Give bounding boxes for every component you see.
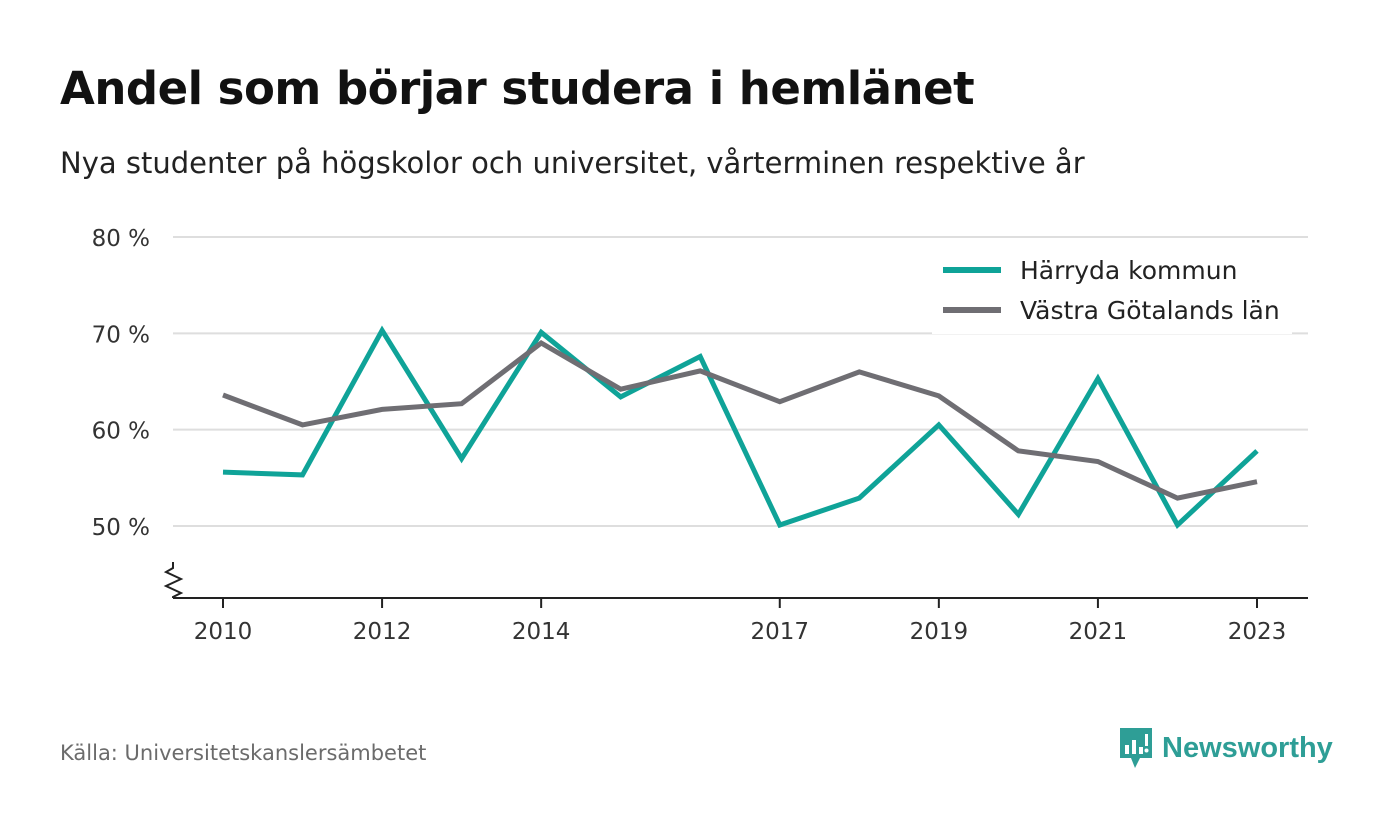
x-tick-label: 2012 bbox=[353, 619, 412, 645]
brand-name: Newsworthy bbox=[1162, 731, 1333, 764]
legend-box bbox=[932, 248, 1292, 334]
y-tick-label: 80 % bbox=[92, 226, 150, 252]
y-tick-label: 50 % bbox=[92, 515, 150, 541]
line-chart: 50 % 60 % 70 % 80 % 2010 2012 2014 2017 2019 2021… bbox=[92, 226, 1308, 645]
newsworthy-logo-icon bbox=[1120, 728, 1152, 768]
series-line bbox=[222, 325, 1259, 530]
series-line bbox=[222, 339, 1258, 501]
axis-break-icon bbox=[163, 562, 184, 598]
legend-label: Härryda kommun bbox=[1020, 256, 1237, 285]
x-tick-label: 2019 bbox=[910, 619, 969, 645]
legend-label: Västra Götalands län bbox=[1020, 296, 1280, 325]
y-tick-label: 60 % bbox=[92, 419, 150, 445]
chart-subtitle: Nya studenter på högskolor och universit… bbox=[60, 146, 1085, 180]
x-tick-label: 2017 bbox=[750, 619, 809, 645]
brand[interactable]: Newsworthy bbox=[1118, 726, 1333, 770]
x-tick-label: 2014 bbox=[512, 619, 571, 645]
x-tick-label: 2023 bbox=[1228, 619, 1287, 645]
y-tick-label: 70 % bbox=[92, 322, 150, 348]
source-note: Källa: Universitetskanslersämbetet bbox=[60, 741, 427, 765]
x-tick-label: 2021 bbox=[1069, 619, 1128, 645]
chart-title: Andel som börjar studera i hemlänet bbox=[60, 62, 975, 115]
x-tick-label: 2010 bbox=[194, 619, 253, 645]
